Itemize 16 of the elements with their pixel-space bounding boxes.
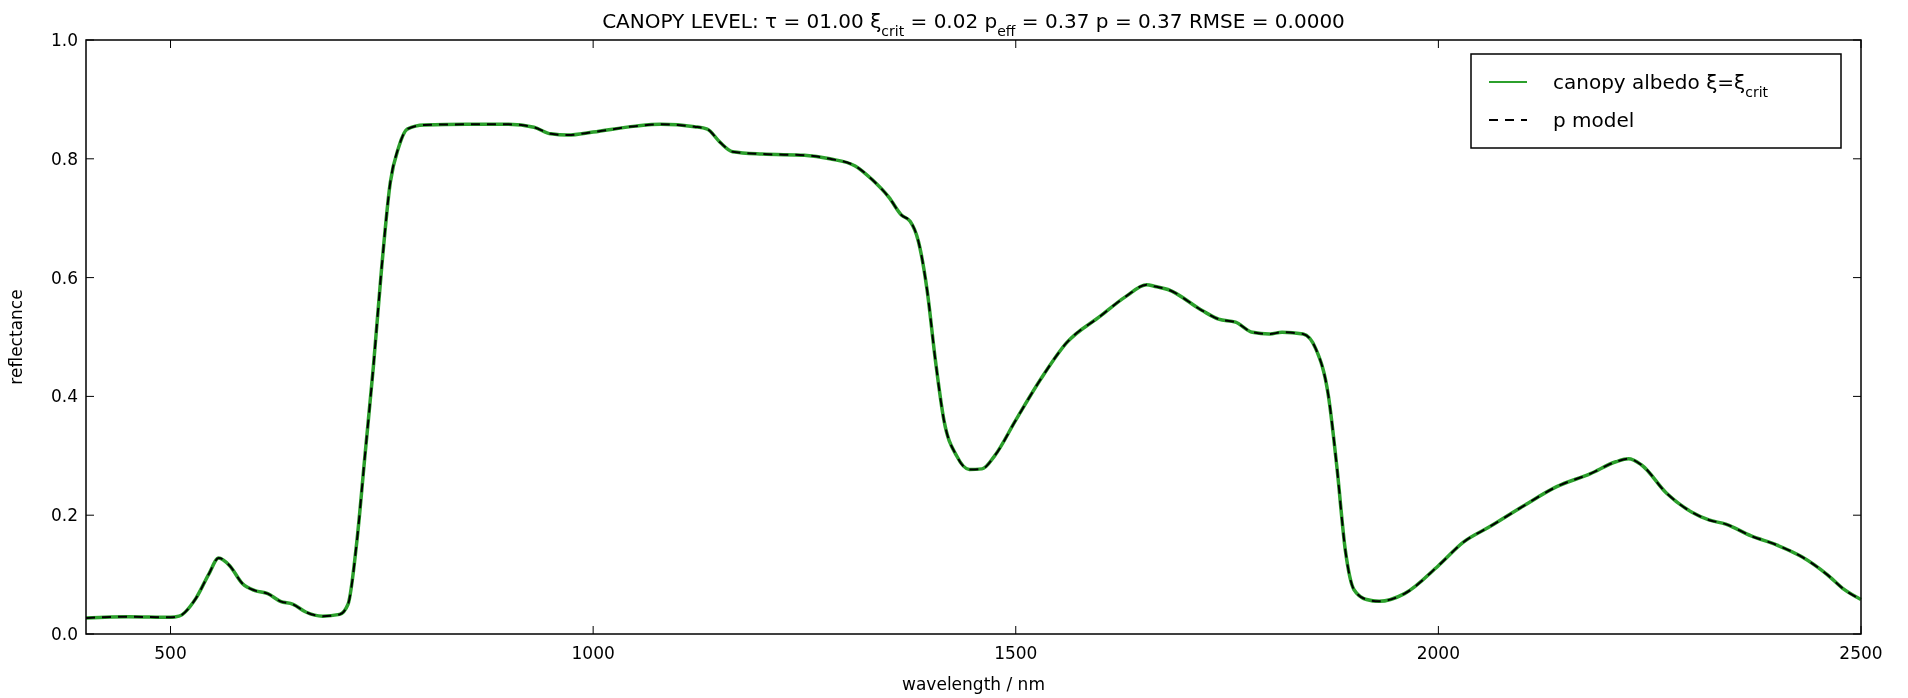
x-tick-label: 2500 (1839, 643, 1883, 663)
y-tick-label: 0.6 (50, 267, 78, 288)
y-tick-label: 0.4 (50, 386, 78, 407)
x-tick-label: 1500 (994, 643, 1038, 663)
x-tick-label: 2000 (1416, 643, 1461, 663)
y-axis-title: reflectance (6, 289, 26, 385)
x-tick-label: 1000 (571, 643, 615, 663)
legend-label: canopy albedo ξ=ξ$_{crit}$ (1553, 70, 1769, 100)
y-tick-label: 1.0 (50, 30, 78, 50)
x-axis-title: wavelength / nm (902, 674, 1045, 694)
y-tick-label: 0.2 (50, 505, 78, 526)
chart-title: CANOPY LEVEL: τ = 01.00 ξ$_{crit}$ = 0.02 p$_{eff}$ = 0.37 p = 0.37 RMSE = 0.0000 (602, 9, 1345, 39)
y-tick-label: 0.8 (50, 148, 78, 169)
legend-label: p model (1553, 108, 1635, 132)
x-tick-label: 500 (154, 643, 187, 663)
y-tick-label: 0.0 (50, 624, 78, 644)
